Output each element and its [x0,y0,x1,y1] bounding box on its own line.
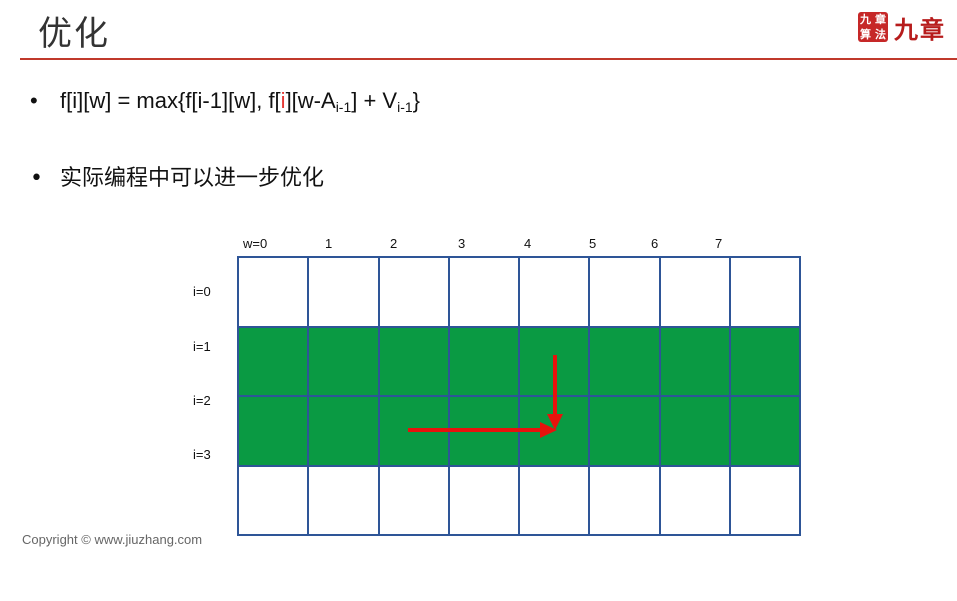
table-cell [730,466,801,536]
row-label: i=2 [193,393,211,408]
table-cell [309,258,380,328]
table-cell [660,466,731,536]
bullet-dot-icon: • [30,88,38,113]
table-cell [449,397,520,467]
column-label: 6 [651,236,659,251]
row-label: i=3 [193,447,211,462]
table-cell [309,327,380,397]
column-label: 4 [524,236,532,251]
table-cell [379,397,450,467]
column-label: w=0 [243,236,268,251]
bullet-optimization-note: • 实际编程中可以进一步优化 [30,160,324,192]
table-cell [239,258,310,328]
table-cell [379,327,450,397]
table-cell [660,397,731,467]
table-cell [590,258,661,328]
table-cell [730,258,801,328]
table-cell [309,466,380,536]
table-cell [660,327,731,397]
column-label: 5 [589,236,597,251]
table-cell [590,327,661,397]
table-cell [379,258,450,328]
table-cell [660,258,731,328]
table-cell [520,327,591,397]
column-label: 7 [715,236,723,251]
bullet-dot-icon: • [30,166,43,191]
table-cell [239,327,310,397]
table-cell [309,397,380,467]
table-cell [590,466,661,536]
column-label: 1 [325,236,333,251]
formula-highlight: i [280,88,286,113]
table-cell [239,397,310,467]
table-cell [730,397,801,467]
optimization-note-text: 实际编程中可以进一步优化 [60,166,325,191]
slide-title: 优化 [38,14,110,54]
title-divider [20,58,957,60]
table-cell [379,466,450,536]
table-cell [590,397,661,467]
table-cell [239,466,310,536]
recurrence-formula: f[i][w] = max{f[i-1][w], f[i][w-Ai-1] + … [60,88,421,115]
table-cell [730,327,801,397]
logo-text: 九章 [894,14,946,44]
dp-table-grid [237,256,801,536]
logo-seal-icon: 九 章 算 法 [858,12,888,42]
table-cell [449,258,520,328]
bullet-formula: • f[i][w] = max{f[i-1][w], f[i][w-Ai-1] … [30,88,420,115]
table-cell [520,258,591,328]
table-cell [449,466,520,536]
copyright-footer: Copyright © www.jiuzhang.com [22,532,203,547]
column-label: 3 [458,236,466,251]
table-cell [520,466,591,536]
row-label: i=1 [193,339,211,354]
row-label: i=0 [193,284,211,299]
column-label: 2 [390,236,398,251]
table-cell [520,397,591,467]
table-cell [449,327,520,397]
jiuzhang-logo: 九 章 算 法 九章 [858,10,946,44]
